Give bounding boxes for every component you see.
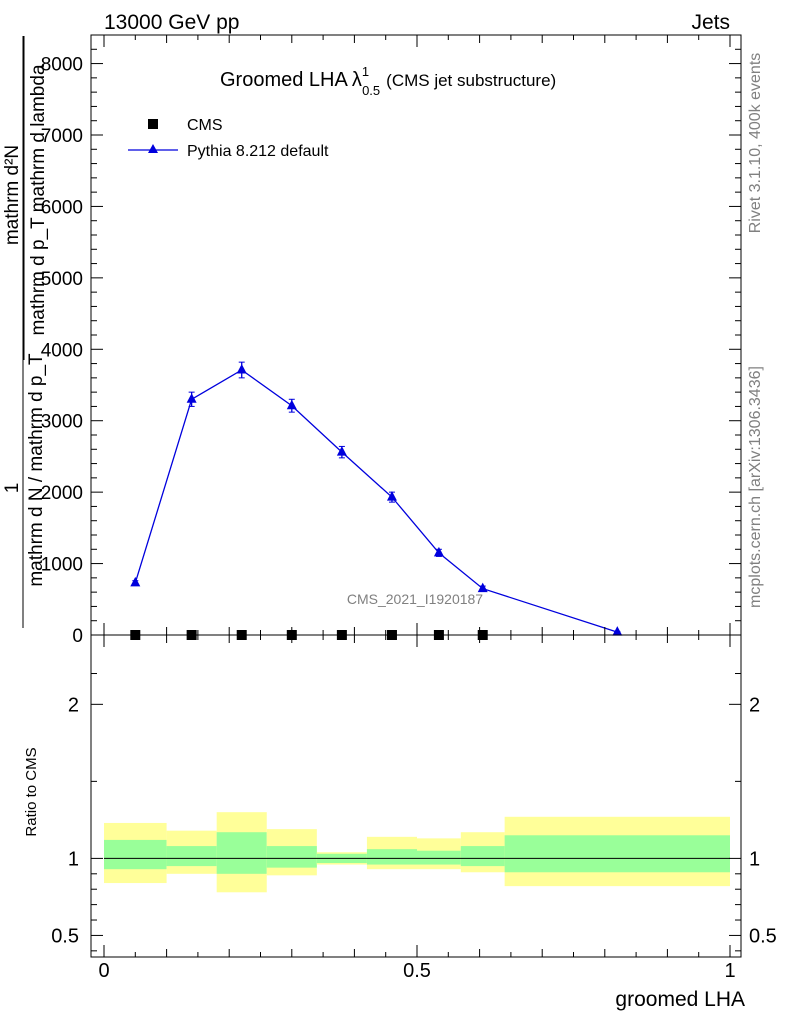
ratio-band-green [216, 832, 267, 874]
ratio-y-tick-label: 2 [68, 694, 79, 716]
legend-cms-label: CMS [187, 117, 223, 134]
ylabel-outer-den: mathrm d N / mathrm d p_T [26, 353, 47, 587]
y-tick-label: 2000 [41, 483, 83, 504]
y-tick-label: 1000 [41, 555, 83, 576]
mcplots-label: mcplots.cern.ch [arXiv:1306.3436] [747, 366, 764, 608]
legend-cms-marker [148, 119, 158, 129]
ratio-band-green [166, 846, 217, 867]
ratio-y-tick-label-right: 0.5 [749, 925, 777, 947]
legend-pythia-label: Pythia 8.212 default [187, 143, 329, 160]
title-main: Groomed LHA [220, 69, 348, 91]
title-sub: 0.5 [362, 83, 380, 98]
y-tick-label: 3000 [41, 412, 83, 433]
main-ticks: 0 1000 2000 3000 4000 5000 6000 7000 8000 [41, 35, 741, 647]
pythia-point [186, 393, 197, 403]
pythia-point [433, 546, 444, 557]
x-axis-label: groomed LHA [615, 988, 745, 1011]
y-tick-label: 4000 [41, 340, 83, 361]
pythia-point [236, 364, 247, 374]
pythia-point [130, 576, 141, 587]
ratio-panel: 0.5 0.5 1 1 2 2 0 0.5 1 Ratio to CMS groomed LHA [23, 634, 777, 1011]
header-right: Jets [691, 11, 730, 34]
ratio-y-tick-label: 0.5 [51, 925, 79, 947]
ratio-band-green [366, 849, 417, 865]
x-tick-label: 0 [98, 960, 109, 982]
ratio-y-tick-label: 1 [68, 848, 79, 870]
y-tick-label: 0 [72, 626, 83, 647]
legend-pythia-marker [148, 144, 158, 153]
title-sup: 1 [362, 64, 369, 79]
ylabel-inner-num: mathrm d²N [2, 145, 23, 245]
pythia-point [336, 446, 347, 456]
ratio-band-green [504, 835, 730, 873]
ratio-band-green [460, 846, 505, 867]
ratio-band-green [266, 846, 317, 868]
pythia-point [286, 399, 297, 410]
ratio-ticks: 0.5 0.5 1 1 2 2 0 0.5 1 [51, 635, 777, 982]
ratio-frame [90, 634, 742, 958]
watermark: CMS_2021_I1920187 [347, 591, 483, 607]
title-note: (CMS jet substructure) [386, 71, 556, 90]
ratio-y-tick-label-right: 2 [749, 694, 760, 716]
y-tick-label: 5000 [41, 269, 83, 290]
x-tick-label: 0.5 [403, 960, 431, 982]
pythia-point [477, 582, 488, 593]
ratio-bands [104, 812, 730, 893]
ylabel-outer-num: 1 [2, 483, 23, 494]
header-left: 13000 GeV pp [104, 11, 239, 34]
chart-title: Groomed LHA λ1 0.5 (CMS jet substructure) [220, 64, 556, 98]
y-tick-label: 7000 [41, 126, 83, 147]
title-symbol: λ [352, 69, 362, 91]
y-tick-label: 6000 [41, 197, 83, 218]
ylabel-inner-den: mathrm d p_T mathrm d lambda [28, 64, 49, 335]
main-panel: 0 1000 2000 3000 4000 5000 6000 7000 8000 Groome… [2, 34, 742, 647]
pythia-point [386, 491, 397, 501]
ratio-band-green [417, 850, 461, 865]
rivet-label: Rivet 3.1.10, 400k events [747, 53, 764, 234]
main-ylabel: 1 mathrm d N / mathrm d p_T mathrm d²N m… [2, 36, 49, 628]
pythia-point [612, 626, 623, 636]
x-tick-label: 1 [724, 960, 735, 982]
ratio-y-tick-label-right: 1 [749, 848, 760, 870]
ratio-band-green [104, 839, 167, 870]
ratio-ylabel: Ratio to CMS [23, 747, 40, 836]
y-tick-label: 8000 [41, 55, 83, 76]
